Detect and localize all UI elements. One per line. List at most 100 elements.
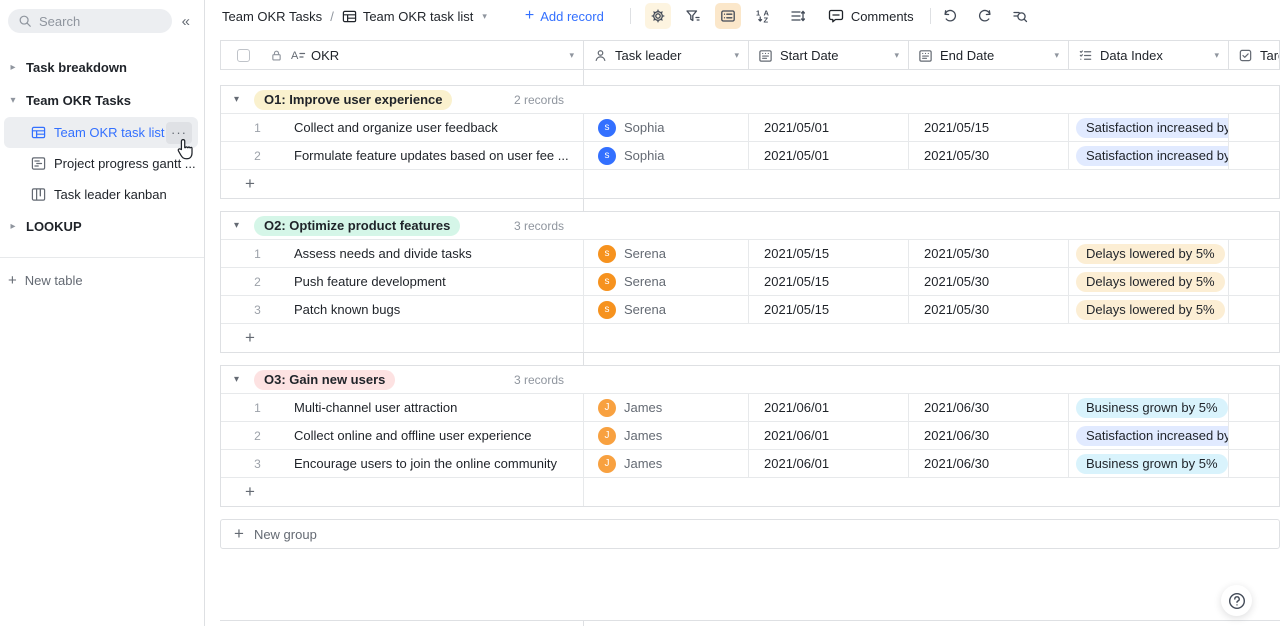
settings-button[interactable] — [644, 3, 671, 29]
data-index-cell[interactable]: Delays lowered by 5% — [1069, 240, 1229, 267]
task-leader-cell[interactable]: J James — [584, 422, 749, 449]
chevron-down-icon[interactable]: ▾ — [1054, 49, 1059, 60]
sidebar-item-team-okr-tasks[interactable]: ▾ Team OKR Tasks — [0, 84, 204, 117]
table-row[interactable]: 2 Push feature development s Serena 2021… — [221, 268, 1279, 296]
redo-button[interactable] — [972, 3, 998, 29]
table-row[interactable]: 1 Assess needs and divide tasks s Serena… — [221, 240, 1279, 268]
end-date-cell[interactable]: 2021/05/30 — [909, 142, 1069, 169]
data-index-cell[interactable]: Delays lowered by 5% — [1069, 296, 1229, 323]
target-cell[interactable] — [1229, 268, 1279, 295]
filter-button[interactable] — [680, 3, 706, 29]
table-row[interactable]: 1 Multi-channel user attraction J James … — [221, 394, 1279, 422]
end-date-cell[interactable]: 2021/05/30 — [909, 268, 1069, 295]
target-cell[interactable] — [1229, 142, 1279, 169]
task-leader-cell[interactable]: s Sophia — [584, 114, 749, 141]
sidebar-item-project-progress-gantt[interactable]: Project progress gantt ... — [0, 148, 204, 179]
fields-setting-button[interactable] — [714, 3, 741, 29]
target-cell[interactable] — [1229, 394, 1279, 421]
undo-button[interactable] — [937, 3, 963, 29]
task-leader-cell[interactable]: s Serena — [584, 268, 749, 295]
column-header-end-date[interactable]: End Date ▾ — [909, 41, 1069, 69]
breadcrumb-table-selector[interactable]: Team OKR task list ▾ — [342, 9, 487, 24]
task-leader-cell[interactable]: s Sophia — [584, 142, 749, 169]
column-header-task-leader[interactable]: Task leader ▾ — [584, 41, 749, 69]
chevron-down-icon[interactable]: ▾ — [734, 49, 739, 60]
row-height-button[interactable] — [785, 3, 811, 29]
breadcrumb-root[interactable]: Team OKR Tasks — [222, 8, 323, 24]
group-header[interactable]: ▾ O1: Improve user experience 2 records — [221, 86, 1279, 114]
new-table-button[interactable]: + New table — [0, 258, 204, 303]
sidebar-item-team-okr-task-list[interactable]: Team OKR task list ··· — [4, 117, 198, 148]
okr-cell[interactable]: 2 Collect online and offline user experi… — [221, 422, 584, 449]
target-cell[interactable] — [1229, 114, 1279, 141]
start-date-cell[interactable]: 2021/05/15 — [749, 296, 909, 323]
task-leader-cell[interactable]: s Serena — [584, 240, 749, 267]
select-all-checkbox[interactable] — [237, 48, 250, 62]
add-row-button[interactable]: + — [221, 324, 1279, 352]
column-header-data-index[interactable]: Data Index ▾ — [1069, 41, 1229, 69]
group-header[interactable]: ▾ O2: Optimize product features 3 record… — [221, 212, 1279, 240]
search-in-table-button[interactable] — [1007, 3, 1033, 29]
data-index-cell[interactable]: Business grown by 5% — [1069, 394, 1229, 421]
new-group-button[interactable]: + New group — [220, 519, 1280, 549]
start-date-cell[interactable]: 2021/06/01 — [749, 394, 909, 421]
data-index-cell[interactable]: Satisfaction increased by — [1069, 114, 1229, 141]
chevron-down-icon[interactable]: ▾ — [894, 49, 899, 60]
search-input[interactable] — [39, 13, 139, 29]
start-date-cell[interactable]: 2021/05/01 — [749, 114, 909, 141]
target-cell[interactable] — [1229, 296, 1279, 323]
start-date-cell[interactable]: 2021/05/15 — [749, 240, 909, 267]
data-index-cell[interactable]: Satisfaction increased by — [1069, 422, 1229, 449]
target-cell[interactable] — [1229, 422, 1279, 449]
sidebar-collapse-icon[interactable]: « — [181, 12, 190, 30]
okr-cell[interactable]: 1 Assess needs and divide tasks — [221, 240, 584, 267]
add-row-button[interactable]: + — [221, 170, 1279, 198]
table-row[interactable]: 1 Collect and organize user feedback s S… — [221, 114, 1279, 142]
task-leader-cell[interactable]: J James — [584, 394, 749, 421]
sidebar-item-task-leader-kanban[interactable]: Task leader kanban — [0, 179, 204, 210]
sidebar-item-task-breakdown[interactable]: ▸ Task breakdown — [0, 51, 204, 84]
data-index-cell[interactable]: Delays lowered by 5% — [1069, 268, 1229, 295]
end-date-cell[interactable]: 2021/06/30 — [909, 450, 1069, 477]
column-header-okr[interactable]: A OKR ▾ — [221, 41, 584, 69]
table-row[interactable]: 3 Encourage users to join the online com… — [221, 450, 1279, 478]
task-leader-cell[interactable]: J James — [584, 450, 749, 477]
comments-button[interactable]: Comments — [828, 8, 914, 24]
okr-cell[interactable]: 1 Collect and organize user feedback — [221, 114, 584, 141]
end-date-cell[interactable]: 2021/05/30 — [909, 240, 1069, 267]
more-options-button[interactable]: ··· — [166, 121, 192, 144]
collapse-group-icon[interactable]: ▾ — [234, 94, 240, 105]
sidebar-item-lookup[interactable]: ▸ LOOKUP — [0, 210, 204, 243]
collapse-group-icon[interactable]: ▾ — [234, 220, 240, 231]
okr-cell[interactable]: 2 Push feature development — [221, 268, 584, 295]
okr-cell[interactable]: 2 Formulate feature updates based on use… — [221, 142, 584, 169]
chevron-down-icon[interactable]: ▾ — [1214, 49, 1219, 60]
chevron-down-icon[interactable]: ▾ — [569, 49, 574, 60]
start-date-cell[interactable]: 2021/05/15 — [749, 268, 909, 295]
data-index-cell[interactable]: Satisfaction increased by — [1069, 142, 1229, 169]
data-index-cell[interactable]: Business grown by 5% — [1069, 450, 1229, 477]
group-header[interactable]: ▾ O3: Gain new users 3 records — [221, 366, 1279, 394]
column-header-target[interactable]: Targ — [1229, 41, 1279, 69]
table-row[interactable]: 2 Formulate feature updates based on use… — [221, 142, 1279, 170]
column-header-start-date[interactable]: Start Date ▾ — [749, 41, 909, 69]
target-cell[interactable] — [1229, 450, 1279, 477]
end-date-cell[interactable]: 2021/05/15 — [909, 114, 1069, 141]
add-row-button[interactable]: + — [221, 478, 1279, 506]
target-cell[interactable] — [1229, 240, 1279, 267]
start-date-cell[interactable]: 2021/05/01 — [749, 142, 909, 169]
end-date-cell[interactable]: 2021/05/30 — [909, 296, 1069, 323]
sidebar-search[interactable] — [8, 9, 172, 33]
start-date-cell[interactable]: 2021/06/01 — [749, 450, 909, 477]
table-row[interactable]: 2 Collect online and offline user experi… — [221, 422, 1279, 450]
task-leader-cell[interactable]: s Serena — [584, 296, 749, 323]
start-date-cell[interactable]: 2021/06/01 — [749, 422, 909, 449]
help-button[interactable] — [1221, 585, 1252, 616]
add-record-button[interactable]: + Add record — [525, 7, 604, 25]
end-date-cell[interactable]: 2021/06/30 — [909, 394, 1069, 421]
end-date-cell[interactable]: 2021/06/30 — [909, 422, 1069, 449]
collapse-group-icon[interactable]: ▾ — [234, 374, 240, 385]
table-row[interactable]: 3 Patch known bugs s Serena 2021/05/15 2… — [221, 296, 1279, 324]
okr-cell[interactable]: 1 Multi-channel user attraction — [221, 394, 584, 421]
